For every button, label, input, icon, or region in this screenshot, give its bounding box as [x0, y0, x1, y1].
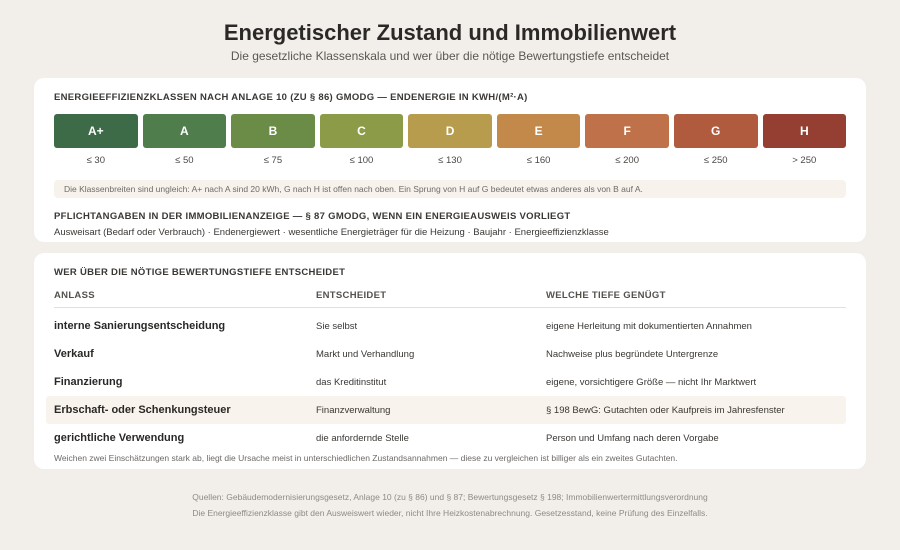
cell-tiefe: § 198 BewG: Gutachten oder Kaufpreis im …: [546, 405, 785, 416]
cell-anlass: interne Sanierungsentscheidung: [54, 320, 226, 332]
table-row-highlighted: Erbschaft- oder Schenkungsteuer Finanzve…: [46, 396, 846, 424]
table-header: ANLASS ENTSCHEIDET WELCHE TIEFE GENÜGT: [54, 290, 846, 308]
table-row: interne Sanierungsentscheidung Sie selbs…: [46, 312, 846, 340]
class-chip-g: G: [673, 114, 758, 148]
cell-anlass: gerichtliche Verwendung: [54, 432, 185, 444]
duty-heading: PFLICHTANGABEN IN DER IMMOBILIENANZEIGE …: [54, 211, 571, 222]
disclaimer-line: Die Energieeffizienzklasse gibt den Ausw…: [192, 508, 708, 518]
cell-tiefe: eigene Herleitung mit dokumentierten Ann…: [546, 321, 752, 332]
class-chip-e: E: [496, 114, 581, 148]
cell-tiefe: eigene, vorsichtigere Größe — nicht Ihr …: [546, 377, 757, 388]
class-chip-a: A: [142, 114, 227, 148]
column-header-tiefe: WELCHE TIEFE GENÜGT: [546, 290, 666, 301]
scale-heading: ENERGIEEFFIZIENZKLASSEN NACH ANLAGE 10 (…: [54, 92, 528, 103]
class-limit: ≤ 30: [86, 155, 105, 166]
cell-entscheidet: Markt und Verhandlung: [316, 349, 415, 360]
class-bar: A+ A B C D E F G H: [54, 114, 847, 148]
cell-entscheidet: Finanzverwaltung: [316, 405, 391, 416]
class-limit: ≤ 250: [703, 155, 728, 166]
sources-line: Quellen: Gebäudemodernisierungsgesetz, A…: [192, 492, 708, 502]
table-footnote: Weichen zwei Einschätzungen stark ab, li…: [54, 453, 678, 463]
cell-entscheidet: Sie selbst: [316, 321, 358, 332]
table-heading: WER ÜBER DIE NÖTIGE BEWERTUNGSTIEFE ENTS…: [54, 267, 346, 278]
class-chip-c: C: [319, 114, 404, 148]
page-title: Energetischer Zustand und Immobilienwert: [223, 20, 677, 45]
class-width-note: Die Klassenbreiten sind ungleich: A+ nac…: [54, 180, 846, 198]
column-header-anlass: ANLASS: [54, 290, 95, 301]
cell-entscheidet: das Kreditinstitut: [316, 377, 387, 388]
decision-table-card: WER ÜBER DIE NÖTIGE BEWERTUNGSTIEFE ENTS…: [34, 253, 866, 469]
page-subtitle: Die gesetzliche Klassenskala und wer übe…: [230, 49, 670, 63]
duty-text: Ausweisart (Bedarf oder Verbrauch) · End…: [54, 227, 609, 238]
class-limit: ≤ 130: [438, 155, 462, 166]
efficiency-scale-card: ENERGIEEFFIZIENZKLASSEN NACH ANLAGE 10 (…: [34, 78, 866, 242]
class-limits: ≤ 30 ≤ 50 ≤ 75 ≤ 100 ≤ 130 ≤ 160 ≤ 200 ≤…: [54, 155, 846, 166]
class-chip-b: B: [231, 114, 315, 148]
cell-anlass: Finanzierung: [54, 376, 123, 388]
class-limit: ≤ 50: [175, 155, 194, 166]
class-chip-f: F: [585, 114, 669, 148]
class-limit: ≤ 100: [349, 155, 374, 166]
class-chip-a-plus: A+: [54, 114, 138, 148]
cell-entscheidet: die anfordernde Stelle: [316, 433, 409, 444]
cell-anlass: Verkauf: [54, 348, 94, 360]
cell-tiefe: Person und Umfang nach deren Vorgabe: [546, 433, 719, 444]
table-row: gerichtliche Verwendung die anfordernde …: [46, 424, 846, 452]
class-limit: ≤ 200: [615, 155, 640, 166]
class-chip-h: H: [762, 114, 847, 148]
column-header-entscheidet: ENTSCHEIDET: [316, 290, 387, 301]
cell-anlass: Erbschaft- oder Schenkungsteuer: [54, 404, 231, 416]
class-limit: ≤ 160: [526, 155, 551, 166]
table-row: Finanzierung das Kreditinstitut eigene, …: [46, 368, 846, 396]
table-row: Verkauf Markt und Verhandlung Nachweise …: [46, 340, 846, 368]
cell-tiefe: Nachweise plus begründete Untergrenze: [546, 349, 719, 360]
class-chip-d: D: [408, 114, 492, 148]
class-limit: > 250: [792, 155, 817, 166]
class-limit: ≤ 75: [263, 155, 283, 166]
